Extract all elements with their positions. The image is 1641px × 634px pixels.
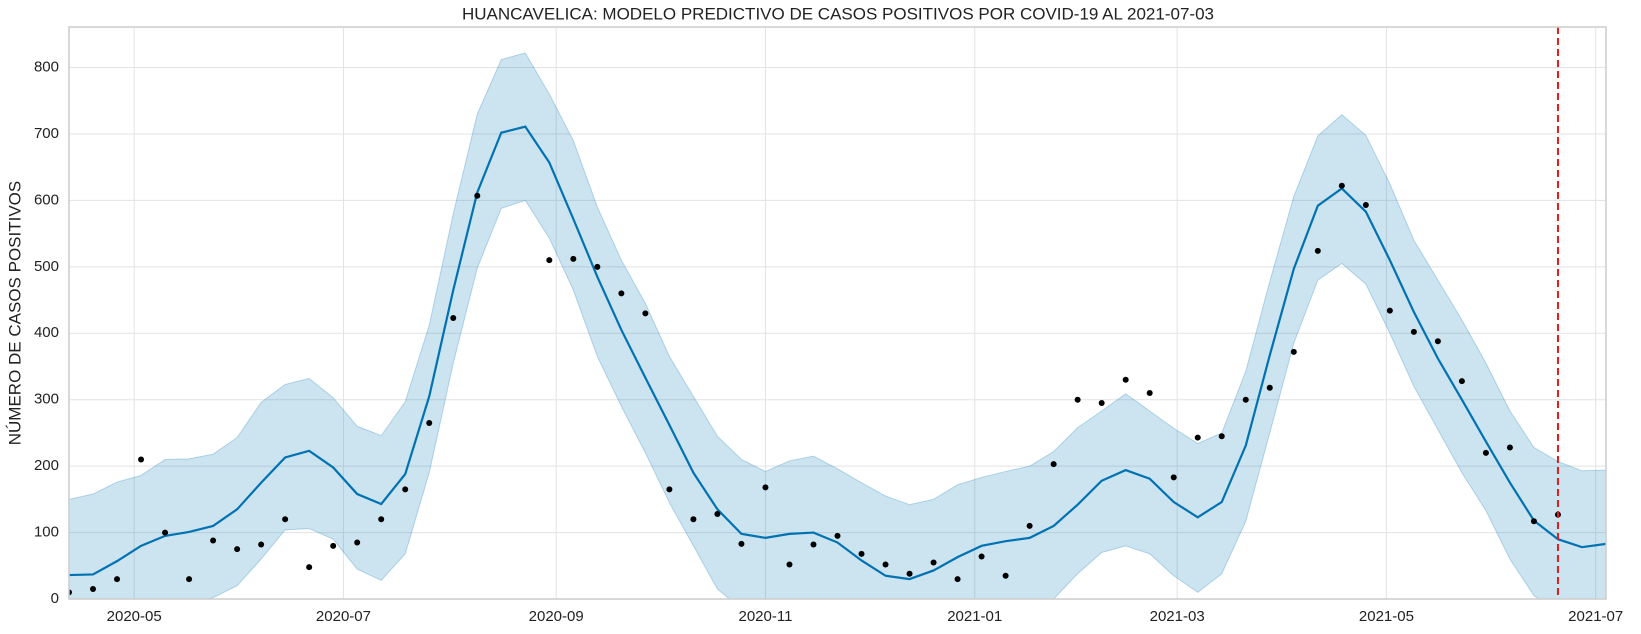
data-point [930,559,937,566]
plot-area [69,52,1606,599]
data-point [1218,433,1225,440]
x-tick-label: 2020-05 [107,608,162,625]
data-point [1386,307,1393,314]
data-point [1290,348,1297,355]
data-point [762,484,769,491]
data-point [1482,449,1489,456]
forecast-line [69,125,1606,581]
data-point [90,586,97,593]
data-point [594,263,601,270]
data-point [282,516,289,523]
x-tick-label: 2021-01 [947,608,1002,625]
data-point [882,561,889,568]
x-tick-label: 2021-03 [1150,608,1205,625]
data-point [1362,202,1369,209]
data-point [690,516,697,523]
data-point [570,255,577,262]
data-point [1170,474,1177,481]
data-point [1434,338,1441,345]
data-point [810,541,817,548]
data-point [330,542,337,549]
data-point [378,516,385,523]
y-tick-label: 200 [34,457,59,474]
data-point [402,486,409,493]
y-tick-label: 500 [34,258,59,275]
y-axis-label: NÚMERO DE CASOS POSITIVOS [5,181,24,446]
data-point [714,510,721,517]
data-point [1530,518,1537,525]
data-point [1122,376,1129,383]
y-tick-label: 400 [34,324,59,341]
data-point [1050,461,1057,468]
data-point [978,553,985,560]
data-point [1098,400,1105,407]
data-point [546,257,553,264]
y-tick-label: 100 [34,524,59,541]
data-point [186,576,193,583]
confidence-band [69,52,1606,599]
data-point [1506,444,1513,451]
data-point [1074,396,1081,403]
data-point [474,192,481,199]
data-point [858,550,865,557]
data-point [162,529,169,536]
x-tick-label: 2020-09 [529,608,584,625]
chart-title: HUANCAVELICA: MODELO PREDICTIVO DE CASOS… [462,4,1214,23]
data-point [954,576,961,583]
data-point [1002,572,1009,579]
data-point [258,541,265,548]
data-point [1410,328,1417,335]
data-point [666,486,673,493]
x-tick-label: 2021-07 [1568,608,1623,625]
data-point [1266,384,1273,391]
data-point [906,570,913,577]
data-point [1338,182,1345,189]
y-tick-label: 300 [34,391,59,408]
y-tick-label: 800 [34,58,59,75]
y-tick-label: 600 [34,191,59,208]
x-tick-label: 2020-11 [738,608,792,625]
data-point [450,314,457,321]
data-point [642,310,649,317]
x-tick-label: 2020-07 [316,608,371,625]
data-point [618,290,625,297]
data-point [1242,396,1249,403]
y-tick-label: 0 [51,590,59,607]
data-point [114,576,121,583]
y-tick-label: 700 [34,125,59,142]
data-point [1026,522,1033,529]
data-point [1146,390,1153,397]
x-tick-label: 2021-05 [1359,608,1414,625]
data-point [834,532,841,539]
data-point [1458,378,1465,385]
data-point [738,540,745,547]
data-point [354,539,361,546]
data-point [138,456,145,463]
data-point [1314,247,1321,254]
data-point [210,537,217,544]
plot-frame [68,26,1607,600]
data-point [786,561,793,568]
data-point [306,564,313,571]
data-point [234,546,241,553]
data-point [1194,434,1201,441]
data-point [426,419,433,426]
